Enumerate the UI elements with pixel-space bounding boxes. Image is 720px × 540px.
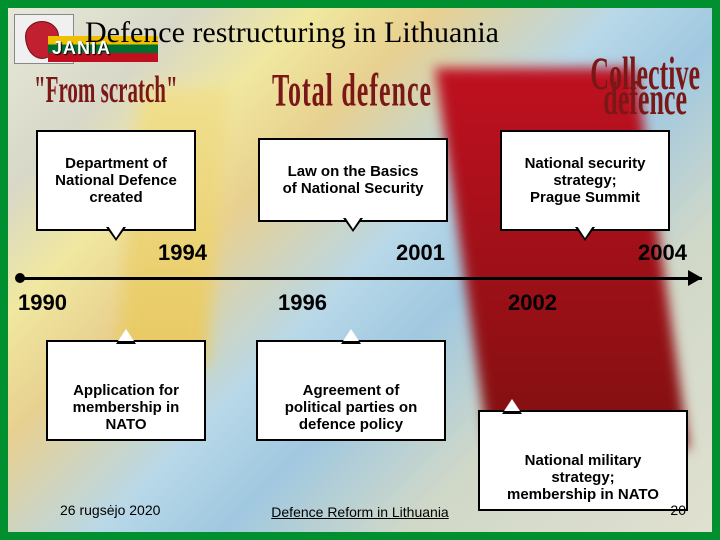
footer-subtitle: Defence Reform in Lithuania — [271, 504, 448, 520]
callout-law-basics: Law on the Basics of National Security — [258, 138, 448, 222]
callout-political-agreement: Agreement of political parties on defenc… — [256, 340, 446, 441]
page-title: Defence restructuring in Lithuania — [85, 16, 499, 50]
callout-nat-sec-strategy: National security strategy; Prague Summi… — [500, 130, 670, 231]
wordart-total-defence: Total defence — [272, 64, 432, 118]
wordart-right-line2: defence — [590, 88, 700, 114]
callout-text: Department of National Defence created — [55, 155, 177, 206]
footer-date: 26 rugsėjo 2020 — [60, 502, 160, 518]
year-2002: 2002 — [508, 290, 557, 316]
timeline-axis — [18, 277, 702, 280]
callout-text: National security strategy; Prague Summi… — [525, 155, 646, 206]
callout-text: Application for membership in NATO — [73, 382, 180, 433]
callout-dept-created: Department of National Defence created — [36, 130, 196, 231]
year-1996: 1996 — [278, 290, 327, 316]
year-1990: 1990 — [18, 290, 67, 316]
callout-text: National military strategy; membership i… — [507, 452, 659, 503]
year-2001: 2001 — [396, 240, 445, 266]
callout-tail-icon — [575, 227, 595, 251]
callout-tail-icon — [502, 390, 522, 414]
callout-tail-icon — [116, 320, 136, 344]
timeline-start-dot — [15, 273, 25, 283]
callout-tail-icon — [106, 227, 126, 251]
callout-nato-membership: National military strategy; membership i… — [478, 410, 688, 511]
footer-page-number: 20 — [670, 502, 686, 518]
callout-tail-icon — [341, 320, 361, 344]
callout-text: Law on the Basics of National Security — [283, 163, 424, 197]
callout-tail-icon — [343, 218, 363, 242]
callout-nato-application: Application for membership in NATO — [46, 340, 206, 441]
year-1994: 1994 — [158, 240, 207, 266]
wordart-from-scratch: "From scratch" — [34, 68, 178, 113]
wordart-collective-defence: Collective defence — [590, 62, 700, 113]
callout-text: Agreement of political parties on defenc… — [285, 382, 418, 433]
year-2004: 2004 — [638, 240, 687, 266]
